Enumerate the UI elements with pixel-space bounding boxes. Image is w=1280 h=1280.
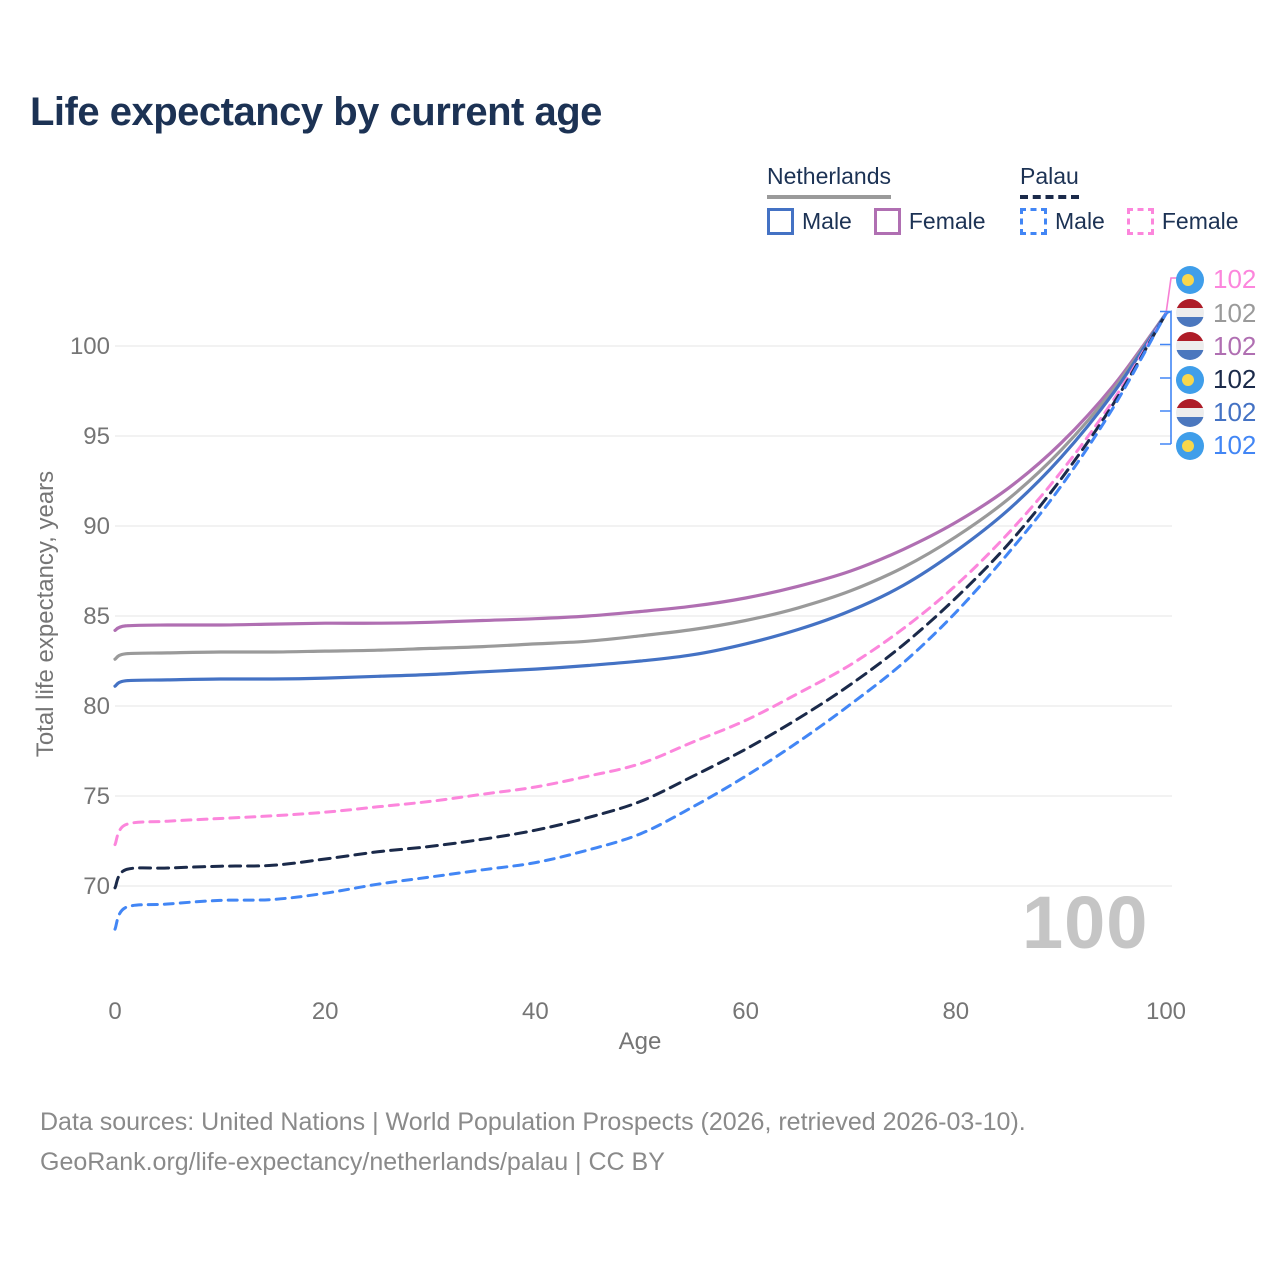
- leader-bracket: [1160, 310, 1172, 445]
- end-label-palau-both: 102: [1176, 364, 1256, 395]
- x-tick-20: 20: [311, 998, 339, 1025]
- end-value: 102: [1213, 264, 1257, 294]
- legend-label: Female: [908, 208, 986, 234]
- palau-flag-icon: [1176, 265, 1204, 294]
- y-tick-75: 75: [83, 783, 110, 810]
- line-netherlands-female[interactable]: [113, 312, 1168, 632]
- end-label-palau-male: 102: [1176, 430, 1256, 461]
- line-netherlands-male[interactable]: [113, 312, 1168, 688]
- chart-plot-area[interactable]: [0, 0, 1280, 1080]
- legend-item-palau-female[interactable]: Female: [1126, 208, 1239, 235]
- legend-item-palau-male[interactable]: Male: [1020, 208, 1105, 235]
- x-tick-0: 0: [108, 998, 122, 1025]
- legend-label: Male: [1055, 208, 1105, 234]
- line-palau-male[interactable]: [113, 312, 1168, 931]
- line-palau-female[interactable]: [113, 312, 1168, 847]
- x-tick-40: 40: [522, 998, 549, 1025]
- netherlands-male-swatch-icon: [767, 208, 794, 235]
- netherlands-flag-icon: [1176, 398, 1204, 427]
- y-tick-80: 80: [83, 693, 110, 720]
- line-netherlands-both-sexes[interactable]: [113, 312, 1168, 661]
- leader-line-top: [1165, 277, 1177, 314]
- y-tick-90: 90: [83, 513, 110, 540]
- page-title: Life expectancy by current age: [30, 90, 602, 134]
- palau-male-swatch-icon: [1020, 208, 1047, 235]
- end-value: 102: [1213, 430, 1257, 460]
- netherlands-flag-icon: [1176, 299, 1204, 327]
- y-tick-100: 100: [69, 333, 110, 360]
- end-label-palau-female: 102: [1176, 264, 1256, 295]
- legend-label: Male: [802, 208, 852, 234]
- x-axis-title: Age: [618, 1028, 662, 1055]
- netherlands-female-swatch-icon: [873, 208, 901, 235]
- legend-group-netherlands: Netherlands Male Female: [767, 163, 986, 235]
- x-tick-60: 60: [732, 998, 759, 1025]
- line-palau-both-sexes[interactable]: [113, 312, 1168, 890]
- data-sources-credit: Data sources: United Nations | World Pop…: [40, 1108, 1026, 1136]
- end-label-netherlands-female: 102: [1176, 331, 1256, 362]
- legend-label: Female: [1161, 208, 1239, 234]
- end-value: 102: [1213, 397, 1257, 427]
- end-label-netherlands-male: 102: [1176, 397, 1256, 428]
- end-value: 102: [1213, 330, 1257, 361]
- y-tick-85: 85: [83, 603, 110, 630]
- legend-group-palau: Palau Male Female: [1020, 163, 1239, 235]
- palau-flag-icon: [1176, 365, 1204, 394]
- y-tick-70: 70: [83, 873, 110, 900]
- x-tick-100: 100: [1145, 998, 1187, 1025]
- palau-female-swatch-icon: [1126, 208, 1154, 235]
- legend-title-palau[interactable]: Palau: [1020, 163, 1079, 199]
- legend-item-netherlands-male[interactable]: Male: [767, 208, 852, 235]
- end-label-netherlands-both: 102: [1176, 298, 1256, 329]
- hover-age-watermark: 100: [1022, 881, 1149, 964]
- y-tick-95: 95: [83, 423, 110, 450]
- georank-attribution: GeoRank.org/life-expectancy/netherlands/…: [40, 1148, 665, 1176]
- x-tick-80: 80: [942, 998, 970, 1025]
- netherlands-flag-icon: [1176, 332, 1204, 360]
- palau-flag-icon: [1176, 431, 1204, 460]
- legend-title-netherlands[interactable]: Netherlands: [767, 163, 892, 199]
- end-value: 102: [1213, 297, 1257, 328]
- end-value: 102: [1213, 364, 1257, 394]
- legend-item-netherlands-female[interactable]: Female: [873, 208, 986, 235]
